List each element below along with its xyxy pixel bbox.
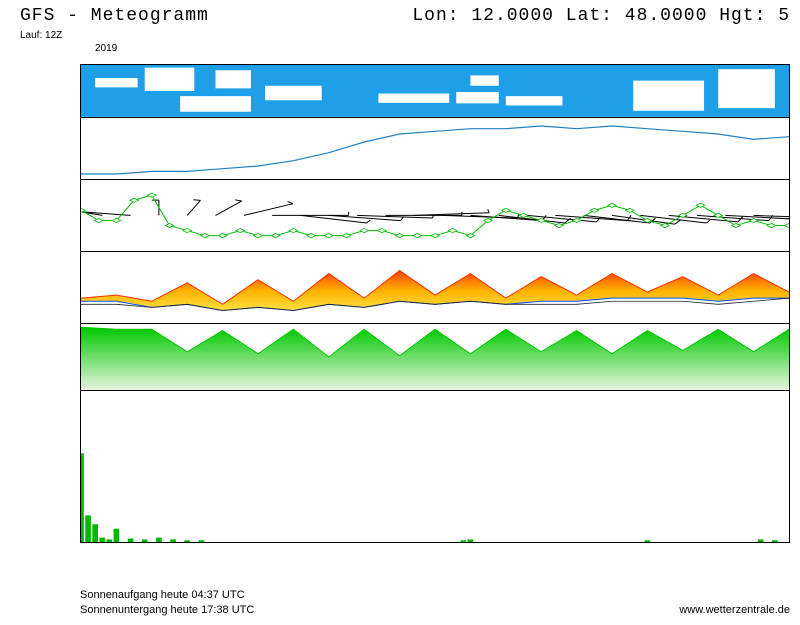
panel-temp: T-Min, MaxTaupunkt(C)510152025 [81,252,789,324]
chart-coords: Lon: 12.0000 Lat: 48.0000 Hgt: 5 [412,6,790,26]
chart-title: GFS - Meteogramm [20,6,209,26]
year-top-label: 2019 [95,43,117,54]
panel-humidity: 2m RF (%)20406080 [81,324,789,391]
chart-footer: Sonnenaufgang heute 04:37 UTC Sonnenunte… [80,588,790,617]
panel-precip: Niederschlag(mm)0510159SEP10SEP11SEP12SE… [81,391,789,542]
panel-pressure: Bodendruck(hPa)10151020102510301035 [81,118,789,180]
panel-wind: Wind Geschwi.Windfahnen(kt)0510 [81,180,789,252]
meteogram-chart: Wolken (%)HochMittelTief9SEP10SEP11SEP12… [20,54,790,565]
website-text: www.wetterzentrale.de [679,603,790,617]
run-label: Lauf: 12Z [20,30,62,41]
panel-clouds: Wolken (%)HochMittelTief9SEP10SEP11SEP12… [81,65,789,118]
sunrise-text: Sonnenaufgang heute 04:37 UTC [80,588,790,602]
